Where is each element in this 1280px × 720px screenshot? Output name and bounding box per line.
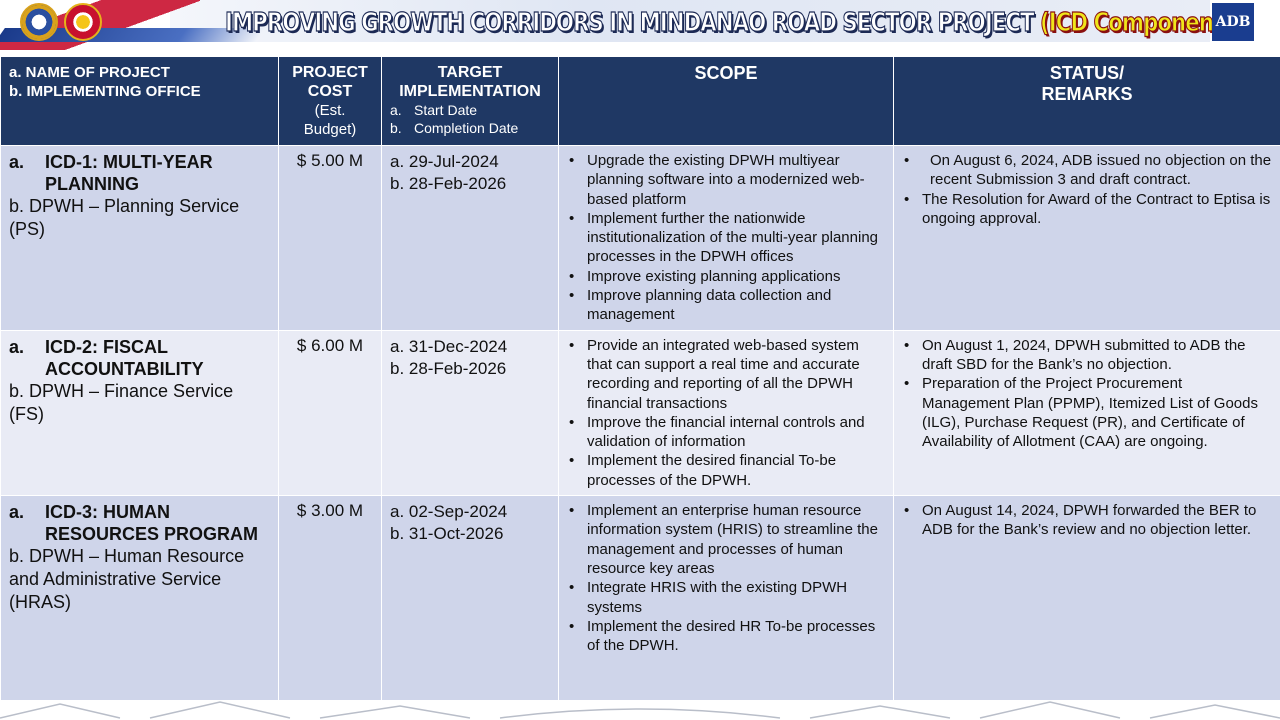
project-name-prefix: a. bbox=[9, 152, 25, 172]
scope-item: Upgrade the existing DPWH multiyear plan… bbox=[567, 151, 885, 209]
cell-status: On August 14, 2024, DPWH forwarded the B… bbox=[893, 495, 1280, 707]
scope-item: Improve existing planning applications bbox=[567, 267, 885, 287]
header-scope: SCOPE bbox=[558, 56, 894, 146]
header-impl-end-label: b. bbox=[390, 120, 402, 136]
footer-line-left bbox=[0, 701, 471, 719]
adb-logo: ADB bbox=[1212, 3, 1254, 41]
footer-bridge-art bbox=[0, 700, 1280, 720]
status-item: On August 1, 2024, DPWH submitted to ADB… bbox=[902, 336, 1272, 375]
header-impl-start-text: Start Date bbox=[414, 102, 478, 118]
header-impl-end-text: Completion Date bbox=[414, 120, 519, 136]
header-cost-main: PROJECT COST bbox=[292, 64, 368, 100]
status-item: Preparation of the Project Procurement M… bbox=[902, 374, 1272, 451]
header-impl-start: a. Start Date bbox=[390, 101, 550, 119]
footer-arch bbox=[499, 708, 781, 719]
completion-date: b. 28-Feb-2026 bbox=[390, 174, 507, 193]
scope-list: Upgrade the existing DPWH multiyear plan… bbox=[567, 151, 885, 325]
cell-status: On August 6, 2024, ADB issued no objecti… bbox=[893, 145, 1280, 331]
header-cost-sub: (Est. Budget) bbox=[303, 102, 357, 138]
implementing-office: b. DPWH – Planning Service (PS) bbox=[9, 196, 240, 239]
header-cost: PROJECT COST (Est. Budget) bbox=[278, 56, 382, 146]
table-row: a. ICD-1: MULTI-YEAR PLANNING b. DPWH – P… bbox=[0, 145, 1280, 331]
scope-item: Implement the desired financial To-be pr… bbox=[567, 451, 885, 490]
header-status: STATUS/ REMARKS bbox=[893, 56, 1280, 146]
implementing-office: b. DPWH – Human Resource and Administrat… bbox=[9, 546, 245, 613]
status-item: On August 6, 2024, ADB issued no objecti… bbox=[902, 151, 1272, 190]
header-name-b: b. IMPLEMENTING OFFICE bbox=[9, 83, 201, 100]
status-list: On August 14, 2024, DPWH forwarded the B… bbox=[902, 501, 1272, 540]
cell-project-name: a. ICD-3: HUMAN RESOURCES PROGRAM b. DPWH… bbox=[0, 495, 279, 707]
project-name-text: ICD-2: FISCAL ACCOUNTABILITY bbox=[45, 336, 204, 379]
dpwh-seal-icon bbox=[20, 3, 58, 41]
start-date: a. 02-Sep-2024 bbox=[390, 502, 508, 522]
scope-item: Implement further the nationwide institu… bbox=[567, 209, 885, 267]
status-item: On August 14, 2024, DPWH forwarded the B… bbox=[902, 501, 1272, 540]
project-name-text: ICD-1: MULTI-YEAR PLANNING bbox=[45, 152, 213, 194]
scope-item: Provide an integrated web-based system t… bbox=[567, 336, 885, 413]
cell-scope: Provide an integrated web-based system t… bbox=[558, 329, 894, 497]
start-date: a. 31-Dec-2024 bbox=[390, 336, 508, 356]
status-list: On August 6, 2024, ADB issued no objecti… bbox=[902, 151, 1272, 228]
completion-date: b. 28-Feb-2026 bbox=[390, 358, 507, 378]
status-item: The Resolution for Award of the Contract… bbox=[902, 190, 1272, 229]
status-list: On August 1, 2024, DPWH submitted to ADB… bbox=[902, 336, 1272, 452]
header-implementation: TARGET IMPLEMENTATION a. Start Date b. Com… bbox=[381, 56, 559, 146]
cell-project-name: a. ICD-1: MULTI-YEAR PLANNING b. DPWH – P… bbox=[0, 145, 279, 331]
header-impl-start-label: a. bbox=[390, 102, 402, 118]
cell-status: On August 1, 2024, DPWH submitted to ADB… bbox=[893, 329, 1280, 497]
scope-item: Improve planning data collection and man… bbox=[567, 286, 885, 325]
scope-list: Provide an integrated web-based system t… bbox=[567, 336, 885, 490]
header-status-line2: REMARKS bbox=[1041, 84, 1133, 104]
slide-title: IMPROVING GROWTH CORRIDORS IN MINDANAO R… bbox=[225, 5, 1233, 41]
scope-item: Improve the financial internal controls … bbox=[567, 413, 885, 452]
scope-list: Implement an enterprise human resource i… bbox=[567, 501, 885, 655]
title-accent: (ICD Component) bbox=[1040, 7, 1233, 38]
project-name-text: ICD-3: HUMAN RESOURCES PROGRAM bbox=[45, 502, 259, 545]
completion-date: b. 31-Oct-2026 bbox=[390, 524, 504, 544]
implementing-office: b. DPWH – Finance Service (FS) bbox=[9, 380, 234, 424]
project-name: a. ICD-3: HUMAN RESOURCES PROGRAM bbox=[9, 501, 270, 545]
scope-item: Implement an enterprise human resource i… bbox=[567, 501, 885, 578]
title-main: IMPROVING GROWTH CORRIDORS IN MINDANAO R… bbox=[225, 7, 1036, 38]
header-name-a: a. NAME OF PROJECT bbox=[9, 64, 170, 81]
scope-item: Implement the desired HR To-be processes… bbox=[567, 617, 885, 656]
cell-scope: Implement an enterprise human resource i… bbox=[558, 495, 894, 707]
table-row: a. ICD-3: HUMAN RESOURCES PROGRAM b. DPWH… bbox=[0, 495, 1280, 707]
table-header-row: a. NAME OF PROJECT b. IMPLEMENTING OFFIC… bbox=[0, 56, 1280, 146]
title-banner: IMPROVING GROWTH CORRIDORS IN MINDANAO R… bbox=[0, 0, 1280, 50]
project-name: a. ICD-2: FISCAL ACCOUNTABILITY bbox=[9, 336, 270, 380]
header-status-line1: STATUS/ bbox=[1049, 63, 1125, 83]
cell-project-name: a. ICD-2: FISCAL ACCOUNTABILITY b. DPWH –… bbox=[0, 329, 279, 497]
cell-implementation: a. 29-Jul-2024 b. 28-Feb-2026 bbox=[381, 145, 559, 331]
cell-implementation: a. 02-Sep-2024 b. 31-Oct-2026 bbox=[381, 495, 559, 707]
cell-scope: Upgrade the existing DPWH multiyear plan… bbox=[558, 145, 894, 331]
project-name-prefix: a. bbox=[9, 336, 25, 357]
header-name: a. NAME OF PROJECT b. IMPLEMENTING OFFIC… bbox=[0, 56, 279, 146]
philippine-seal-icon bbox=[64, 3, 102, 41]
footer-line-right bbox=[809, 701, 1280, 719]
project-cost: $ 3.00 M bbox=[278, 495, 382, 707]
table-row: a. ICD-2: FISCAL ACCOUNTABILITY b. DPWH –… bbox=[0, 329, 1280, 497]
project-table: a. NAME OF PROJECT b. IMPLEMENTING OFFIC… bbox=[0, 56, 1280, 707]
start-date: a. 29-Jul-2024 bbox=[390, 152, 499, 171]
cell-implementation: a. 31-Dec-2024 b. 28-Feb-2026 bbox=[381, 329, 559, 497]
scope-item: Integrate HRIS with the existing DPWH sy… bbox=[567, 578, 885, 617]
project-cost: $ 5.00 M bbox=[278, 145, 382, 331]
project-cost: $ 6.00 M bbox=[278, 329, 382, 497]
header-impl-main: TARGET IMPLEMENTATION bbox=[399, 64, 541, 100]
banner-background bbox=[170, 0, 1210, 42]
project-name: a. ICD-1: MULTI-YEAR PLANNING bbox=[9, 151, 270, 195]
header-impl-end: b. Completion Date bbox=[390, 119, 550, 137]
project-name-prefix: a. bbox=[9, 502, 25, 523]
